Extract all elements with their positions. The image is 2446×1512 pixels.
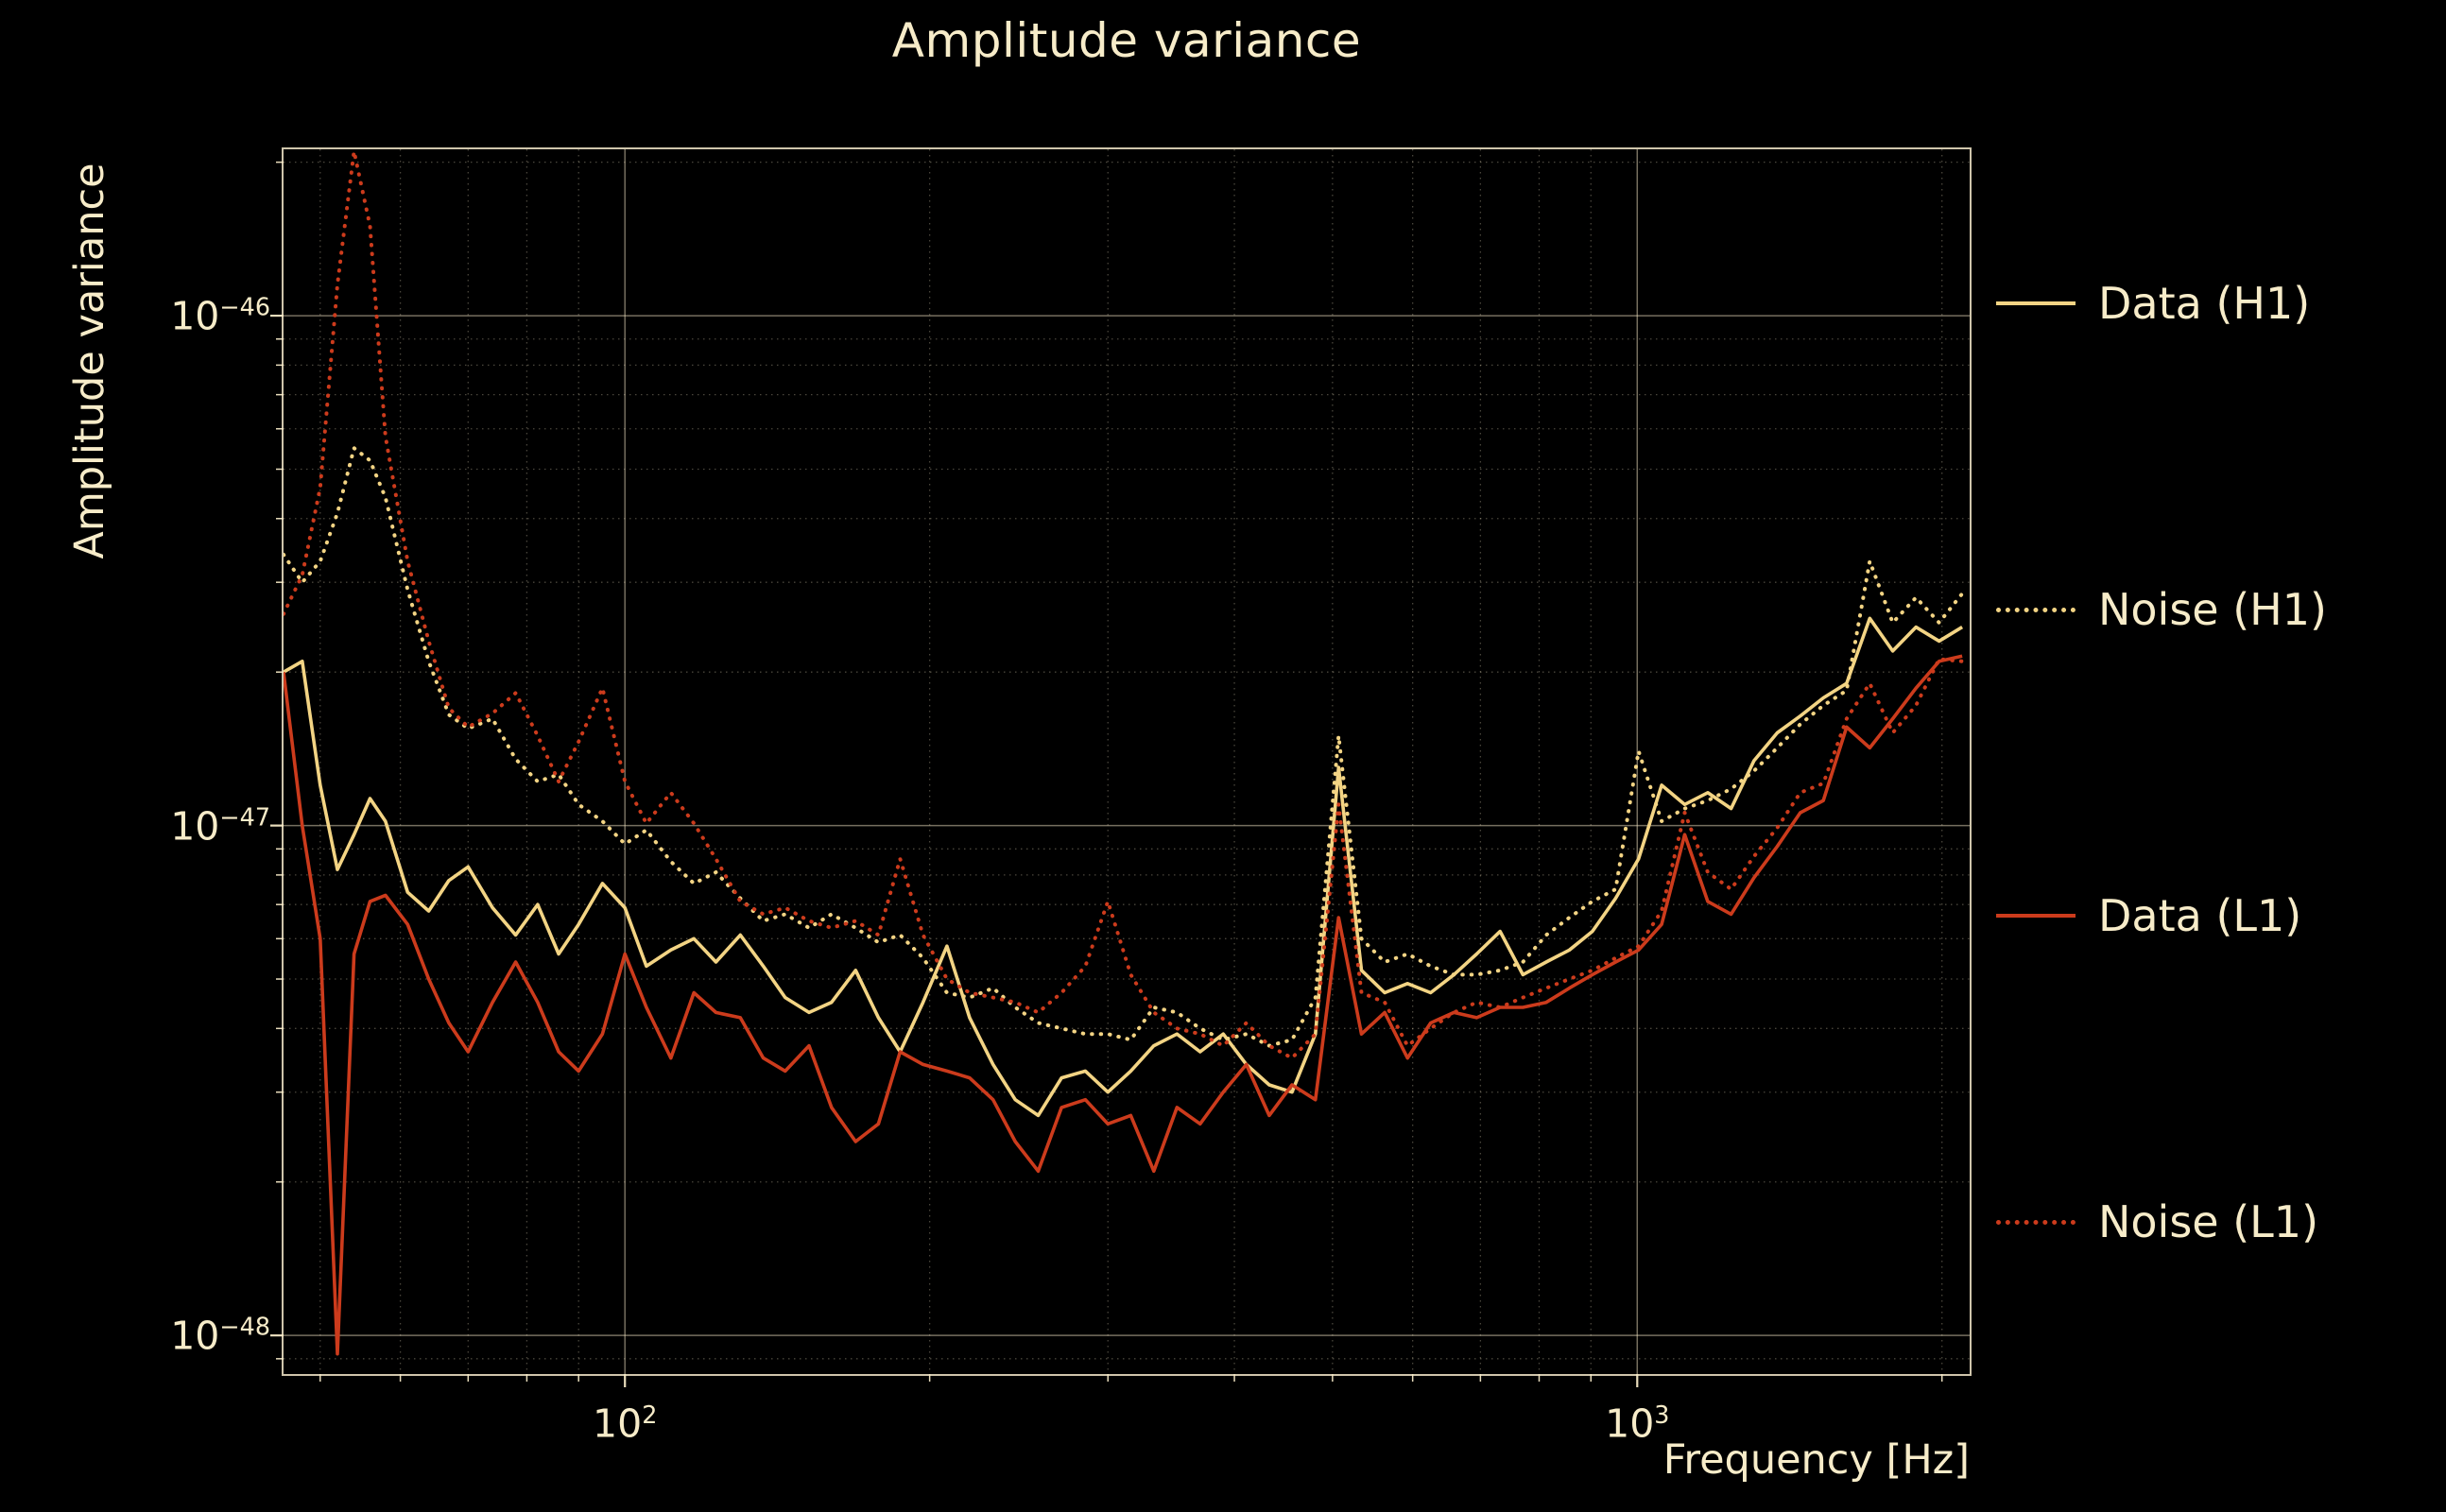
legend-line-sample xyxy=(1996,1219,2076,1225)
axis-ticks xyxy=(270,161,1943,1387)
legend-item-noise-l1: Noise (L1) xyxy=(1996,1196,2440,1247)
legend-line-sample xyxy=(1996,914,2076,918)
legend-item-noise-h1: Noise (H1) xyxy=(1996,584,2440,635)
legend-item-data-l1: Data (L1) xyxy=(1996,890,2440,941)
x-tick-label: 102 xyxy=(593,1400,658,1447)
series-line-data-h1 xyxy=(284,616,1964,1118)
grid-lines xyxy=(284,149,1970,1374)
plot-area xyxy=(270,147,1972,1387)
y-tick-label: 10−47 xyxy=(170,802,270,849)
y-tick-label: 10−48 xyxy=(170,1312,270,1359)
series-line-noise-l1 xyxy=(284,149,1965,1060)
legend-line-sample xyxy=(1996,607,2076,612)
chart-title: Amplitude variance xyxy=(891,13,1362,68)
x-axis-label: Frequency [Hz] xyxy=(1662,1436,1970,1484)
series-lines xyxy=(284,149,1965,1356)
series-line-data-l1 xyxy=(284,654,1963,1356)
legend-label: Data (L1) xyxy=(2098,890,2302,941)
legend-line-sample xyxy=(1996,301,2076,305)
plot-canvas xyxy=(270,149,1970,1387)
legend-label: Data (H1) xyxy=(2098,278,2311,329)
legend-label: Noise (H1) xyxy=(2098,584,2327,635)
y-tick-label: 10−46 xyxy=(170,292,270,339)
legend-item-data-h1: Data (H1) xyxy=(1996,278,2440,329)
legend-label: Noise (L1) xyxy=(2098,1196,2319,1247)
x-tick-label: 103 xyxy=(1605,1400,1670,1447)
series-line-noise-h1 xyxy=(284,446,1965,1048)
legend: Data (H1) Noise (H1) Data (L1) Noise (L1) xyxy=(1996,278,2440,1247)
y-axis-label: Amplitude variance xyxy=(66,163,113,559)
